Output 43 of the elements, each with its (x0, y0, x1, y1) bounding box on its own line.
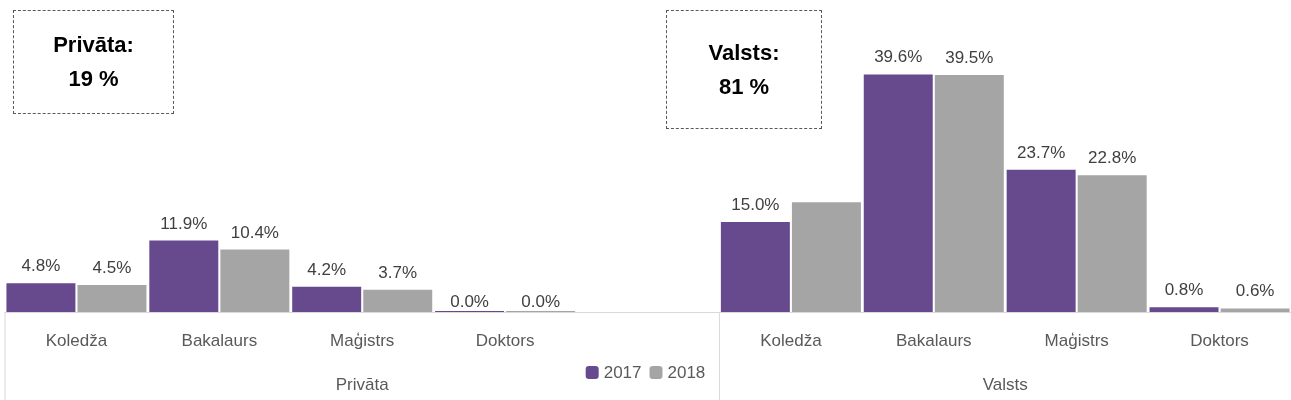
data-label: 3.7% (378, 262, 418, 282)
x-tick-label: Bakalaurs (181, 331, 258, 350)
data-label: 23.7% (1017, 142, 1066, 162)
x-tick-label: Doktors (475, 331, 535, 350)
data-label: 4.2% (307, 259, 347, 279)
bar (1077, 175, 1147, 312)
bar (1149, 307, 1219, 312)
x-tick-label: Maģistrs (330, 331, 395, 350)
bar (863, 74, 933, 312)
bar (149, 240, 219, 312)
data-label: 0.0% (521, 292, 561, 311)
data-label: 0.0% (450, 292, 489, 311)
x-tick-label: Maģistrs (1044, 331, 1109, 350)
text-box: Privāta: 19 % (13, 10, 174, 114)
bar (1006, 169, 1076, 312)
bar (6, 283, 76, 312)
legend-label: 2017 (603, 363, 642, 382)
data-label: 10.4% (230, 222, 279, 242)
data-label: 39.5% (945, 48, 994, 67)
bar (791, 202, 861, 312)
data-label: 4.5% (92, 258, 132, 277)
bar (363, 289, 433, 312)
text-box: Valsts: 81 % (666, 10, 822, 129)
data-label: 11.9% (160, 213, 208, 233)
data-label: 39.6% (874, 47, 923, 67)
bar (720, 222, 790, 312)
legend-label: 2018 (667, 363, 706, 382)
data-label: 4.8% (21, 256, 61, 276)
data-label: 15.0% (731, 195, 780, 214)
data-label: 0.6% (1235, 281, 1275, 301)
data-label: 0.8% (1164, 280, 1204, 300)
text: Valsts (982, 375, 1028, 395)
text: Privāta (335, 375, 389, 395)
bar (1220, 308, 1290, 312)
x-tick-label: Koledža (45, 331, 108, 350)
data-label: 22.8% (1088, 148, 1137, 168)
bar (220, 249, 290, 312)
x-tick-label: Koledža (760, 331, 823, 350)
bar (934, 75, 1004, 312)
x-tick-label: Bakalaurs (895, 331, 972, 350)
bar (292, 286, 362, 312)
x-tick-label: Doktors (1190, 331, 1249, 350)
bar (77, 285, 147, 312)
